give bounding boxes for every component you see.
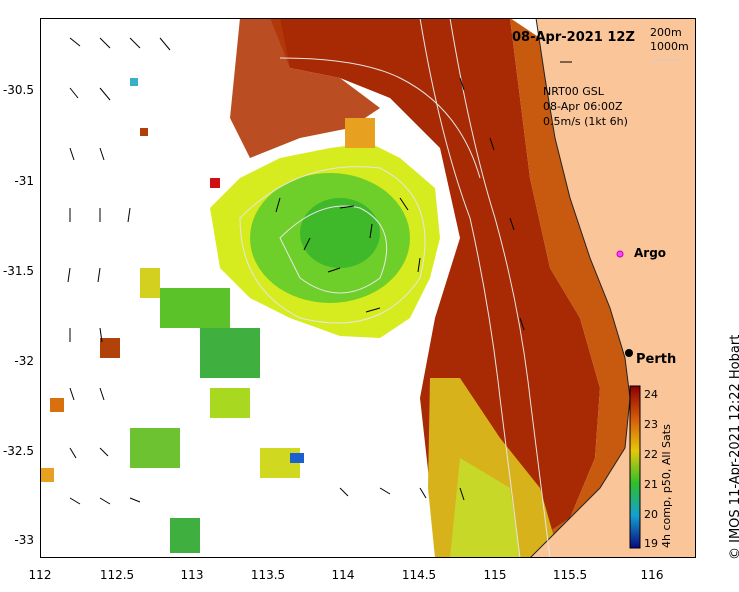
perth-label: Perth (636, 352, 677, 367)
colorbar-label: 4h comp, p50, All Sats (660, 424, 673, 548)
lon-tick: 112.5 (99, 568, 135, 582)
colorbar-tick: 24 (644, 388, 658, 401)
land-mass (530, 18, 696, 558)
current-legend-line: 08-Apr 06:00Z (543, 100, 623, 113)
current-vectors (67, 37, 572, 505)
map-border (40, 18, 696, 558)
lon-tick: 113 (180, 568, 204, 582)
warm-patch (345, 118, 375, 148)
warm-orange-fringe (230, 18, 380, 158)
southern-green-region (450, 458, 520, 558)
current-legend-line: NRT00 GSL (543, 85, 604, 98)
lon-tick: 113.5 (250, 568, 286, 582)
warm-current-region (270, 18, 600, 558)
lat-tick: -31 (14, 174, 34, 188)
lat-tick: -30.5 (2, 83, 34, 97)
sst-map (40, 18, 696, 558)
colorbar-tick: 21 (644, 478, 658, 491)
lat-tick: -31.5 (2, 264, 34, 278)
argo-marker (616, 250, 624, 258)
lon-tick: 115 (483, 568, 507, 582)
map-title: 08-Apr-2021 12Z (512, 30, 635, 45)
lon-tick: 114.5 (401, 568, 437, 582)
lon-tick: 112 (28, 568, 52, 582)
lat-tick: -32 (14, 354, 34, 368)
argo-label: Argo (634, 246, 667, 260)
scattered-sst-pixels (40, 78, 304, 553)
colorbar-tick: 22 (644, 448, 658, 461)
cold-eddy-core (300, 198, 380, 268)
lon-tick: 114 (331, 568, 355, 582)
current-legend-line: 0.5m/s (1kt 6h) (543, 115, 628, 128)
coastal-orange-band (510, 18, 640, 558)
current-legend: NRT00 GSL 08-Apr 06:00Z 0.5m/s (1kt 6h) (543, 84, 628, 129)
bathymetry-contours (239, 18, 551, 558)
depth-contour-label: 1000m (650, 40, 689, 53)
colorbar-tick: 19 (644, 537, 658, 550)
depth-contour-label: 200m (650, 26, 682, 39)
colorbar-tick: 20 (644, 508, 658, 521)
perth-marker (625, 349, 633, 357)
credit-text: © IMOS 11-Apr-2021 12:22 Hobart (728, 334, 739, 560)
lat-tick: -33 (14, 533, 34, 547)
lon-tick: 115.5 (552, 568, 588, 582)
lon-tick: 116 (640, 568, 664, 582)
colorbar-tick: 23 (644, 418, 658, 431)
lat-tick: -32.5 (2, 444, 34, 458)
colorbar (629, 385, 641, 549)
coastline (529, 18, 631, 558)
